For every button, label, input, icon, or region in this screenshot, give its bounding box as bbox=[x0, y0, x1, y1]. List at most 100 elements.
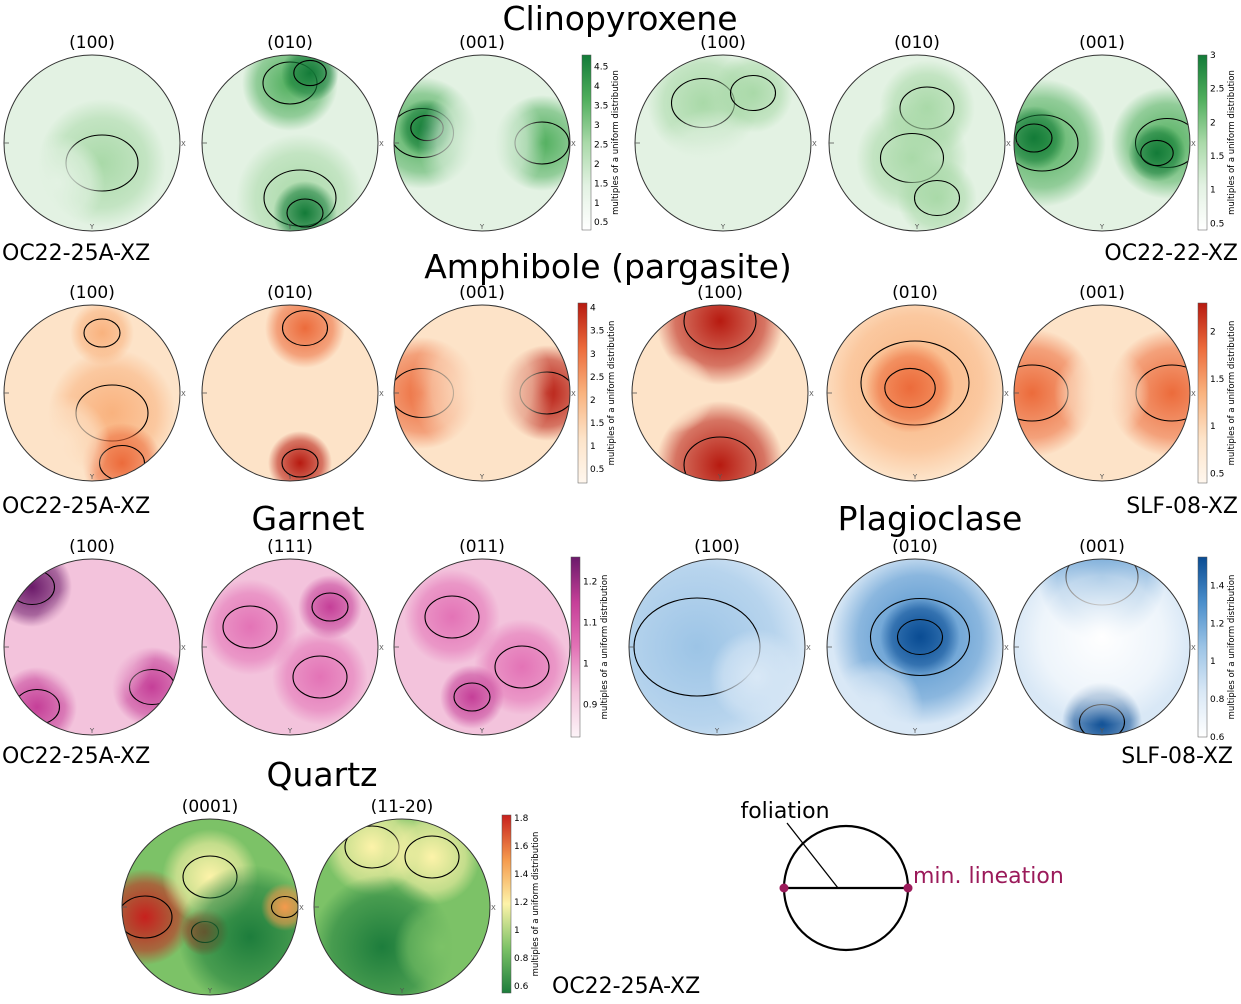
y-axis-label: Y bbox=[720, 223, 726, 231]
x-axis-label: X bbox=[299, 904, 304, 912]
y-axis-label: Y bbox=[287, 473, 293, 481]
plane-label: (100) bbox=[69, 33, 115, 53]
density-contour bbox=[281, 309, 329, 347]
pole-figure-fill bbox=[1014, 55, 1190, 231]
plane-label: (001) bbox=[459, 283, 505, 303]
colorbar-tick-label: 0.5 bbox=[1210, 219, 1224, 229]
density-contour bbox=[729, 74, 777, 112]
x-axis-label: X bbox=[1006, 140, 1011, 148]
y-axis-label: Y bbox=[912, 473, 918, 481]
density-contour bbox=[404, 835, 460, 879]
colorbar-title: multiples of a uniform distribution bbox=[607, 321, 617, 466]
section-title-amphibole: Amphibole (pargasite) bbox=[424, 247, 792, 286]
pole-figure-fill bbox=[394, 55, 570, 231]
density-contour bbox=[83, 318, 121, 348]
plane-label: (010) bbox=[267, 283, 313, 303]
orientation-legend: foliation min. lineation bbox=[740, 799, 1064, 952]
colorbar-tick-label: 3 bbox=[1210, 51, 1216, 61]
colorbar bbox=[1197, 54, 1208, 231]
colorbar-tick-label: 0.6 bbox=[514, 982, 529, 992]
pole-figure-fill bbox=[1014, 305, 1190, 481]
sample-label: OC22-25A-XZ bbox=[2, 744, 150, 769]
y-axis-label: Y bbox=[89, 727, 95, 735]
pole-figure-fill bbox=[4, 559, 180, 735]
y-axis-label: Y bbox=[287, 727, 293, 735]
x-axis-label: X bbox=[379, 390, 384, 398]
density-contour bbox=[122, 895, 173, 939]
colorbar bbox=[570, 556, 581, 738]
colorbar-tick-label: 0.8 bbox=[514, 954, 529, 964]
density-contour bbox=[913, 179, 961, 217]
colorbar-tick-label: 1.2 bbox=[514, 898, 528, 908]
colorbar bbox=[577, 302, 588, 484]
pole-figure-fill bbox=[122, 819, 298, 995]
plane-label: (010) bbox=[892, 283, 938, 303]
colorbar-title: multiples of a uniform distribution bbox=[600, 575, 610, 720]
colorbar-tick-label: 1.2 bbox=[1210, 619, 1224, 629]
y-axis-label: Y bbox=[1099, 473, 1105, 481]
colorbar-tick-label: 1 bbox=[594, 199, 600, 209]
density-contour bbox=[286, 198, 324, 228]
colorbar-tick-label: 1.5 bbox=[1210, 152, 1224, 162]
y-axis-label: Y bbox=[479, 223, 485, 231]
colorbar-tick-label: 2 bbox=[1210, 327, 1216, 337]
lineation-label: min. lineation bbox=[913, 864, 1064, 889]
plane-label: (010) bbox=[894, 33, 940, 53]
x-axis-label: X bbox=[181, 390, 186, 398]
pole-figure-fill bbox=[314, 819, 490, 995]
plane-label: (010) bbox=[892, 537, 938, 557]
x-axis-label: X bbox=[379, 644, 384, 652]
plane-label: (011) bbox=[459, 537, 505, 557]
colorbar-tick-label: 1.4 bbox=[514, 870, 529, 880]
pole-figure-fill bbox=[4, 55, 180, 231]
y-axis-label: Y bbox=[1099, 727, 1105, 735]
y-axis-label: Y bbox=[89, 473, 95, 481]
colorbar-tick-label: 2 bbox=[590, 396, 596, 406]
colorbar-title: multiples of a uniform distribution bbox=[1227, 70, 1237, 215]
x-axis-label: X bbox=[812, 140, 817, 148]
y-axis-label: Y bbox=[399, 987, 405, 995]
colorbar-tick-label: 2 bbox=[1210, 118, 1216, 128]
colorbar-tick-label: 1.5 bbox=[590, 419, 604, 429]
colorbar-tick-label: 0.5 bbox=[1210, 470, 1224, 480]
colorbar-tick-label: 1.2 bbox=[583, 578, 597, 588]
colorbar bbox=[1197, 556, 1208, 738]
density-contour bbox=[896, 618, 944, 656]
sample-label: OC22-22-XZ bbox=[1104, 241, 1238, 266]
colorbar-title: multiples of a uniform distribution bbox=[1227, 321, 1237, 466]
x-axis-label: X bbox=[1191, 644, 1196, 652]
plane-label: (001) bbox=[459, 33, 505, 53]
y-axis-label: Y bbox=[479, 727, 485, 735]
colorbar-tick-label: 3.5 bbox=[594, 102, 608, 112]
pole-figure-fill bbox=[827, 559, 1003, 735]
x-axis-label: X bbox=[379, 140, 384, 148]
density-contour bbox=[424, 595, 480, 639]
plane-label: (100) bbox=[694, 537, 740, 557]
foliation-label: foliation bbox=[740, 799, 829, 824]
pole-figure-fill bbox=[394, 305, 570, 481]
colorbar-tick-label: 1.8 bbox=[514, 814, 529, 824]
colorbar bbox=[501, 814, 512, 994]
colorbar-tick-label: 1 bbox=[1210, 657, 1216, 667]
plane-label: (100) bbox=[69, 283, 115, 303]
plane-label: (100) bbox=[700, 33, 746, 53]
sample-label: OC22-25A-XZ bbox=[552, 974, 700, 999]
colorbar-tick-label: 0.5 bbox=[590, 465, 604, 475]
pole-figure-fill bbox=[829, 55, 1005, 231]
colorbar-tick-label: 0.9 bbox=[583, 700, 598, 710]
colorbar-tick-label: 4 bbox=[594, 82, 600, 92]
colorbar-tick-label: 1.6 bbox=[514, 842, 529, 852]
y-axis-label: Y bbox=[1099, 223, 1105, 231]
lineation-point-east bbox=[903, 883, 913, 893]
x-axis-label: X bbox=[809, 390, 814, 398]
density-contour bbox=[1140, 139, 1174, 167]
section-title-quartz: Quartz bbox=[267, 755, 378, 794]
x-axis-label: X bbox=[1191, 390, 1196, 398]
colorbar-tick-label: 4 bbox=[590, 304, 596, 314]
colorbar-tick-label: 1.5 bbox=[1210, 375, 1224, 385]
y-axis-label: Y bbox=[912, 727, 918, 735]
colorbar-tick-label: 4.5 bbox=[594, 63, 608, 73]
x-axis-label: X bbox=[571, 140, 576, 148]
density-contour bbox=[270, 895, 298, 919]
